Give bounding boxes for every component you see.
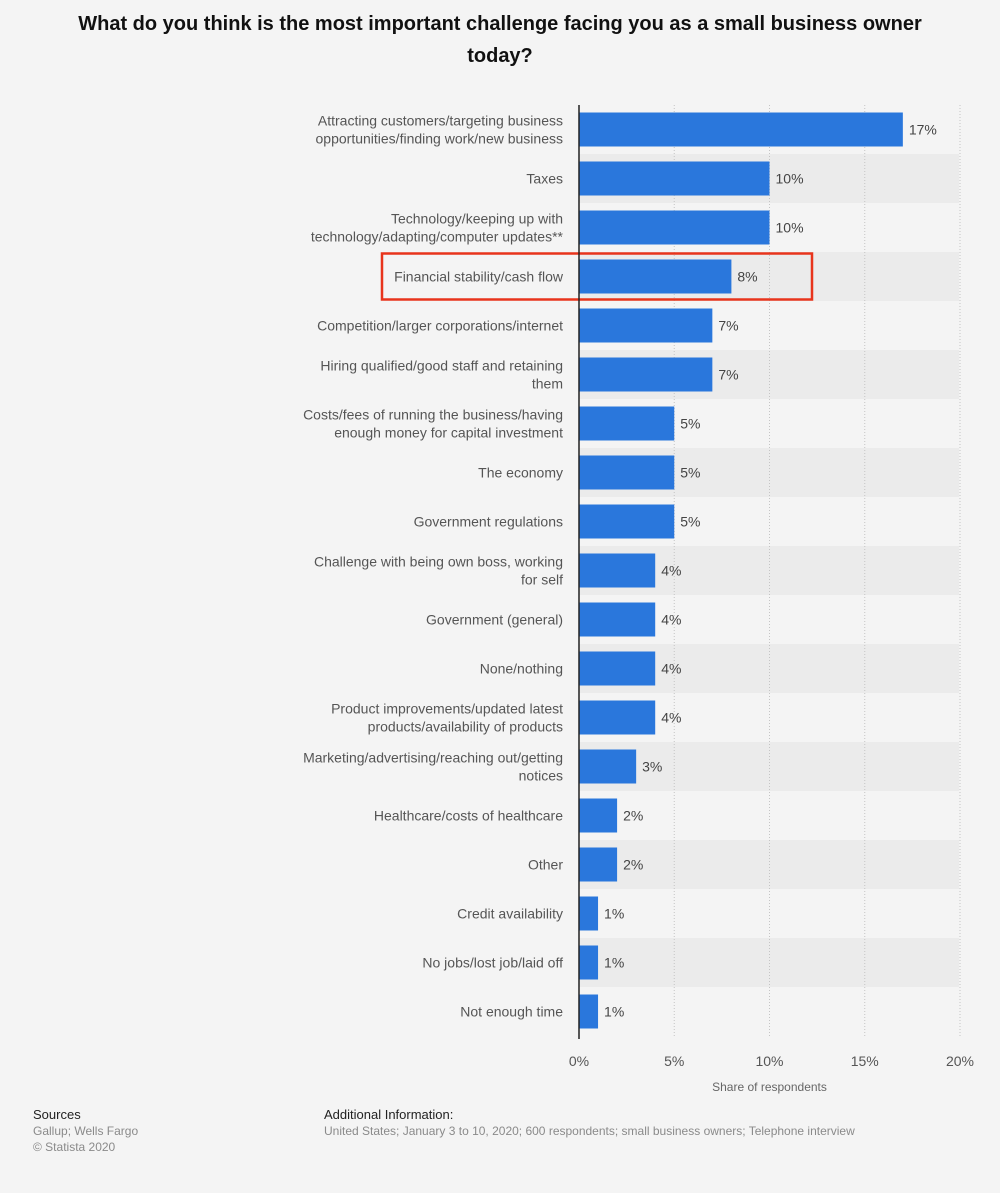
value-label: 7% bbox=[718, 367, 738, 383]
value-label: 7% bbox=[718, 318, 738, 334]
category-label: None/nothing bbox=[480, 661, 563, 677]
value-label: 5% bbox=[680, 465, 700, 481]
additional-info-text: United States; January 3 to 10, 2020; 60… bbox=[324, 1124, 855, 1138]
x-tick-label: 5% bbox=[664, 1053, 684, 1069]
category-label: Competition/larger corporations/internet bbox=[317, 318, 563, 334]
category-label: Government (general) bbox=[426, 612, 563, 628]
bar bbox=[579, 798, 618, 833]
category-label: Other bbox=[528, 857, 563, 873]
value-label: 1% bbox=[604, 955, 624, 971]
category-label: Costs/fees of running the business/havin… bbox=[303, 407, 563, 441]
value-label: 17% bbox=[909, 122, 937, 138]
bar bbox=[579, 308, 713, 343]
value-label: 10% bbox=[776, 220, 804, 236]
sources-block: Sources Gallup; Wells Fargo © Statista 2… bbox=[33, 1107, 138, 1155]
value-label: 2% bbox=[623, 808, 643, 824]
value-label: 1% bbox=[604, 906, 624, 922]
category-label: Challenge with being own boss, working fo… bbox=[314, 554, 563, 588]
sources-text: Gallup; Wells Fargo bbox=[33, 1124, 139, 1138]
value-label: 4% bbox=[661, 710, 681, 726]
x-tick-label: 0% bbox=[569, 1053, 589, 1069]
value-label: 5% bbox=[680, 416, 700, 432]
bar bbox=[579, 210, 770, 245]
bar bbox=[579, 847, 618, 882]
x-tick-label: 10% bbox=[755, 1053, 783, 1069]
additional-info-block: Additional Information: United States; J… bbox=[324, 1107, 855, 1139]
value-label: 8% bbox=[737, 269, 757, 285]
category-label: Taxes bbox=[526, 171, 563, 187]
bar bbox=[579, 259, 732, 294]
category-label: Healthcare/costs of healthcare bbox=[374, 808, 563, 824]
highlight-box bbox=[380, 252, 814, 301]
bar bbox=[579, 749, 637, 784]
bar bbox=[579, 504, 675, 539]
bar bbox=[579, 945, 599, 980]
category-label: No jobs/lost job/laid off bbox=[422, 955, 563, 971]
bar bbox=[579, 651, 656, 686]
bar bbox=[579, 112, 903, 147]
bar bbox=[579, 994, 599, 1029]
value-label: 4% bbox=[661, 563, 681, 579]
bar bbox=[579, 553, 656, 588]
category-label: Hiring qualified/good staff and retainin… bbox=[320, 358, 563, 392]
category-label: Technology/keeping up with technology/ada… bbox=[311, 211, 564, 245]
bar bbox=[579, 161, 770, 196]
x-tick-label: 20% bbox=[946, 1053, 974, 1069]
category-label: The economy bbox=[478, 465, 563, 481]
bar bbox=[579, 357, 713, 392]
category-label: Product improvements/updated latest produ… bbox=[331, 701, 563, 735]
category-label: Not enough time bbox=[460, 1004, 563, 1020]
additional-info-heading: Additional Information: bbox=[324, 1107, 454, 1122]
copyright-text: © Statista 2020 bbox=[33, 1140, 116, 1154]
value-label: 5% bbox=[680, 514, 700, 530]
x-tick-label: 15% bbox=[851, 1053, 879, 1069]
value-label: 4% bbox=[661, 612, 681, 628]
value-label: 1% bbox=[604, 1004, 624, 1020]
x-axis-title: Share of respondents bbox=[712, 1080, 827, 1094]
chart-title: What do you think is the most important … bbox=[78, 13, 922, 67]
bar bbox=[579, 896, 599, 931]
category-label: Financial stability/cash flow bbox=[394, 269, 564, 285]
category-label: Government regulations bbox=[414, 514, 563, 530]
bar bbox=[579, 700, 656, 735]
category-label: Attracting customers/targeting business o… bbox=[316, 113, 563, 147]
sources-heading: Sources bbox=[33, 1107, 81, 1122]
value-label: 3% bbox=[642, 759, 662, 775]
bar bbox=[579, 455, 675, 490]
bar bbox=[579, 602, 656, 637]
bar bbox=[579, 406, 675, 441]
value-label: 10% bbox=[776, 171, 804, 187]
category-label: Credit availability bbox=[457, 906, 563, 922]
category-label: Marketing/advertising/reaching out/getti… bbox=[303, 750, 563, 784]
value-label: 4% bbox=[661, 661, 681, 677]
value-label: 2% bbox=[623, 857, 643, 873]
